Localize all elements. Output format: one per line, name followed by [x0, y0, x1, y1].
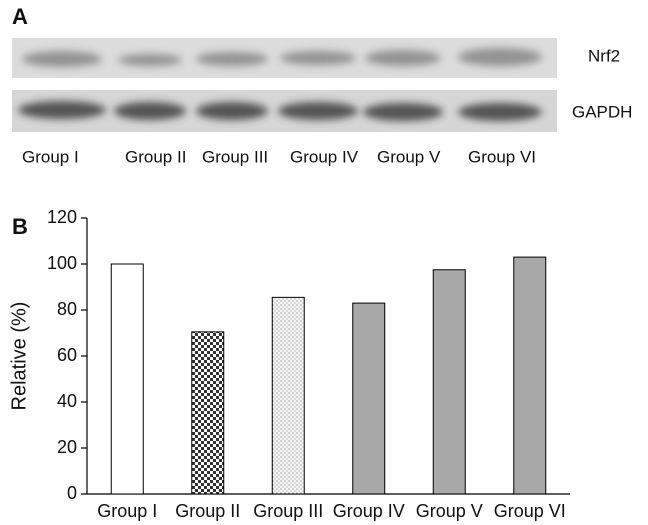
y-tick-label: 0 — [67, 483, 77, 503]
y-tick-label: 80 — [57, 299, 77, 319]
y-tick-label: 60 — [57, 345, 77, 365]
lane-label: Group V — [377, 147, 441, 166]
panel-label: B — [12, 214, 28, 239]
x-tick-label: Group IV — [333, 501, 405, 521]
bar — [111, 264, 143, 494]
lane-label: Group II — [125, 147, 186, 166]
x-tick-label: Group V — [416, 501, 483, 521]
bar — [272, 297, 304, 494]
x-tick-label: Group III — [253, 501, 323, 521]
y-tick-label: 20 — [57, 437, 77, 457]
lane-label: Group III — [202, 147, 268, 166]
bar — [353, 303, 385, 494]
row-label: GAPDH — [572, 102, 632, 121]
y-axis-label: Relative (%) — [8, 302, 30, 411]
x-tick-label: Group I — [97, 501, 157, 521]
x-tick-label: Group II — [175, 501, 240, 521]
bar — [433, 270, 465, 494]
bar — [514, 257, 546, 494]
row-label: Nrf2 — [588, 46, 620, 65]
y-tick-label: 120 — [47, 207, 77, 227]
bar — [192, 332, 224, 494]
blot — [12, 38, 557, 132]
lane-label: Group I — [22, 147, 79, 166]
x-tick-label: Group VI — [494, 501, 566, 521]
y-tick-label: 40 — [57, 391, 77, 411]
lane-label: Group VI — [468, 147, 536, 166]
y-tick-label: 100 — [47, 253, 77, 273]
figure: A Nrf2 GAPDH Group I Group II Group III … — [0, 0, 648, 525]
lane-label: Group IV — [290, 147, 359, 166]
panel-label: A — [12, 4, 28, 29]
